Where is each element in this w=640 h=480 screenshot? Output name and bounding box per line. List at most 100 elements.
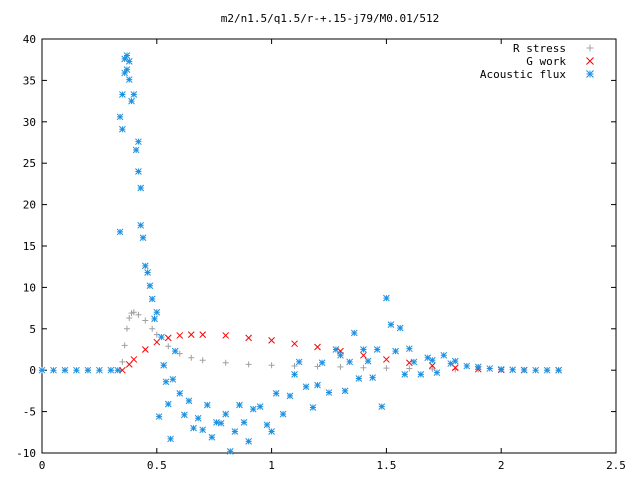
data-point xyxy=(135,311,142,318)
y-tick-label: 0 xyxy=(29,364,36,377)
data-point xyxy=(401,370,409,378)
data-point xyxy=(125,58,133,65)
data-point xyxy=(410,358,418,366)
data-point xyxy=(555,366,562,374)
legend-marker xyxy=(586,70,594,78)
data-point xyxy=(360,346,367,353)
x-tick-label: 0.5 xyxy=(147,459,167,472)
x-tick-label: 0 xyxy=(39,459,46,472)
data-point xyxy=(137,221,145,229)
data-point xyxy=(84,366,92,374)
data-point xyxy=(429,365,436,372)
data-point xyxy=(314,381,321,389)
data-point xyxy=(188,354,195,361)
data-point xyxy=(268,337,275,344)
data-point xyxy=(176,390,184,397)
y-tick-label: 40 xyxy=(23,33,36,46)
y-tick-label: -5 xyxy=(23,406,36,419)
data-point xyxy=(360,364,367,371)
data-point xyxy=(486,365,494,372)
data-point xyxy=(231,428,239,435)
data-point xyxy=(272,390,280,397)
data-point xyxy=(176,332,184,339)
legend-label: R stress xyxy=(513,42,566,55)
data-point xyxy=(123,66,131,73)
data-point xyxy=(295,358,303,366)
data-point xyxy=(396,324,404,332)
data-point xyxy=(125,76,133,83)
series-acoustic-flux xyxy=(38,52,562,455)
data-point xyxy=(107,366,115,374)
data-point xyxy=(543,366,551,374)
data-point xyxy=(291,340,298,348)
data-point xyxy=(164,400,172,408)
data-point xyxy=(158,333,165,341)
x-tick-label: 2 xyxy=(498,459,505,472)
data-point xyxy=(428,356,436,364)
data-point xyxy=(360,351,367,359)
data-point xyxy=(199,331,207,338)
data-point xyxy=(373,346,381,353)
data-point xyxy=(123,52,131,59)
data-point xyxy=(148,295,156,303)
data-point xyxy=(268,428,275,435)
data-point xyxy=(406,345,413,353)
data-point xyxy=(245,361,252,368)
data-point xyxy=(50,366,57,374)
data-point xyxy=(203,401,211,409)
data-point xyxy=(222,332,230,339)
legend-label: Acoustic flux xyxy=(480,68,566,81)
marks xyxy=(38,52,562,455)
data-point xyxy=(61,366,69,374)
data-point xyxy=(199,357,206,364)
legend-label: G work xyxy=(526,55,566,68)
y-tick-label: 25 xyxy=(23,157,36,170)
data-point xyxy=(279,410,287,418)
data-point xyxy=(392,347,399,355)
data-point xyxy=(226,447,234,455)
data-point xyxy=(153,308,161,316)
y-tick-label: 5 xyxy=(29,323,36,336)
data-point xyxy=(474,363,482,371)
y-tick-label: -10 xyxy=(16,447,36,460)
data-point xyxy=(433,369,441,377)
data-point xyxy=(350,329,358,337)
data-point xyxy=(245,438,252,445)
data-point xyxy=(509,366,517,374)
data-point xyxy=(263,421,271,429)
data-point xyxy=(383,365,390,372)
y-tick-label: 35 xyxy=(23,74,36,87)
data-point xyxy=(314,363,321,370)
data-point xyxy=(73,366,80,374)
data-point xyxy=(302,383,310,391)
data-point xyxy=(135,138,142,146)
data-point xyxy=(169,375,177,383)
data-point xyxy=(128,97,135,105)
data-point xyxy=(132,146,140,154)
data-point xyxy=(121,342,128,349)
data-point xyxy=(497,366,505,373)
data-point xyxy=(245,334,252,342)
data-point xyxy=(428,362,436,369)
data-point xyxy=(141,346,149,353)
chart-title: m2/n1.5/q1.5/r-+.15-j79/M0.01/512 xyxy=(221,12,440,25)
data-point xyxy=(155,413,163,420)
data-point xyxy=(383,356,390,363)
data-point xyxy=(194,414,202,422)
y-tick-label: 15 xyxy=(23,240,36,253)
y-tick-label: 20 xyxy=(23,199,36,212)
data-point xyxy=(96,366,103,374)
legend-marker xyxy=(586,44,594,52)
data-point xyxy=(387,321,395,329)
data-point xyxy=(142,317,149,324)
data-point xyxy=(378,403,386,410)
data-point xyxy=(213,419,220,426)
data-point xyxy=(222,410,230,418)
data-point xyxy=(114,366,122,374)
data-point xyxy=(236,401,243,409)
x-tick-label: 1 xyxy=(268,459,275,472)
data-point xyxy=(417,370,425,378)
data-point xyxy=(249,405,257,413)
data-point xyxy=(337,363,344,370)
